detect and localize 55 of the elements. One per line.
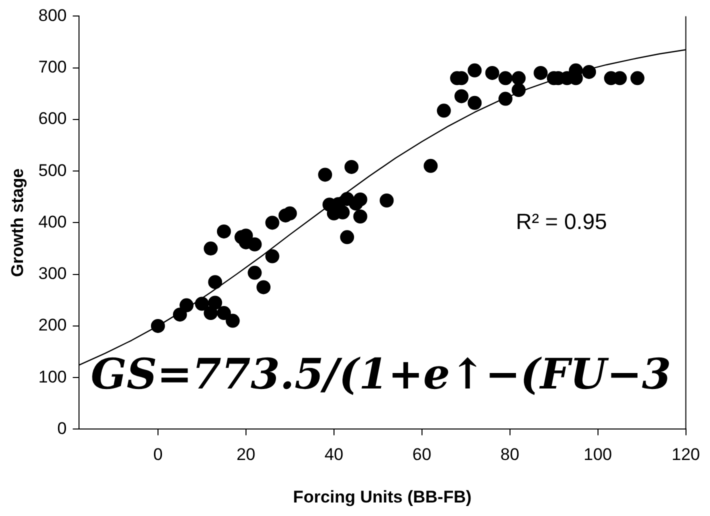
y-tick-label: 700 (38, 58, 67, 77)
point (216, 306, 231, 320)
point (498, 92, 512, 106)
point (630, 71, 644, 86)
x-tick-label: 0 (153, 445, 163, 464)
y-tick-label: 300 (38, 264, 67, 284)
y-tick-label: 100 (38, 367, 67, 386)
point (485, 66, 500, 80)
point (468, 63, 482, 78)
y-tick-label: 400 (38, 212, 67, 232)
point (380, 194, 394, 208)
point (512, 71, 526, 86)
point (204, 242, 218, 256)
point (353, 192, 368, 206)
point (208, 296, 222, 310)
point (172, 308, 187, 322)
point (534, 66, 548, 80)
point (468, 96, 482, 110)
x-tick-label: 120 (672, 445, 700, 464)
point (344, 160, 358, 174)
point (436, 104, 451, 118)
point (353, 210, 368, 224)
point (340, 230, 354, 244)
y-tick-label: 200 (38, 316, 67, 335)
point (180, 298, 194, 312)
point (265, 216, 280, 230)
point (582, 64, 596, 79)
x-tick-label: 40 (324, 445, 344, 464)
x-axis-title: Forcing Units (BB-FB) (293, 487, 472, 506)
y-tick-label: 500 (38, 160, 67, 180)
point (150, 318, 165, 333)
point (424, 158, 438, 173)
point (248, 266, 262, 280)
y-tick-label: 600 (38, 109, 67, 128)
point (318, 168, 332, 182)
x-tick-label: 60 (412, 445, 432, 464)
annotation: R² = 0.95 (516, 208, 607, 234)
point (454, 89, 468, 104)
x-tick-label: 20 (236, 445, 256, 464)
point (498, 71, 512, 86)
point (512, 83, 526, 98)
annotation: GS=773.5/(1+e↑−(FU−3 (90, 349, 672, 398)
point (226, 314, 240, 328)
y-axis-title: Growth stage (8, 168, 27, 278)
point (256, 280, 271, 294)
point (208, 275, 222, 290)
point (194, 296, 209, 311)
point (248, 237, 262, 252)
point (216, 224, 231, 238)
point (282, 206, 297, 220)
y-tick-label: 0 (57, 418, 67, 438)
y-tick-label: 800 (38, 6, 67, 25)
x-tick-label: 100 (584, 445, 612, 464)
point (265, 249, 280, 264)
x-tick-label: 80 (500, 445, 520, 464)
